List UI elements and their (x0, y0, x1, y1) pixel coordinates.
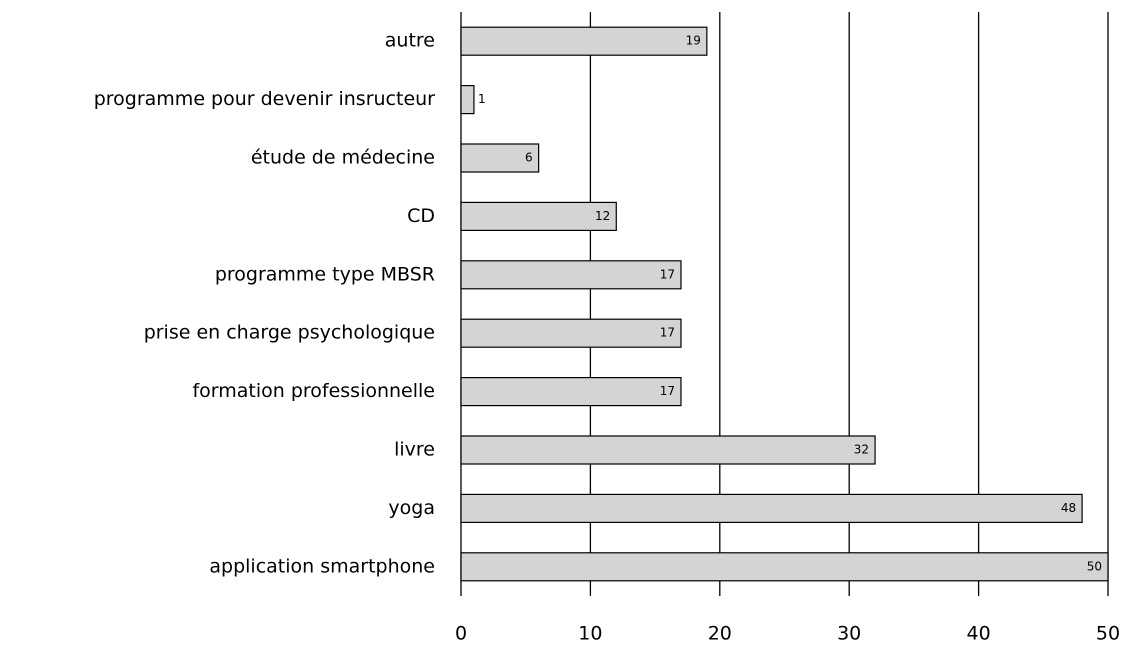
x-tick-label: 30 (837, 623, 861, 645)
y-tick-label: étude de médecine (251, 147, 435, 169)
y-tick-label: formation professionnelle (192, 380, 435, 402)
data-label: 17 (660, 267, 675, 281)
x-tick-label: 50 (1096, 623, 1120, 645)
bar (460, 318, 682, 348)
y-tick-label: programme pour devenir insructeur (94, 88, 435, 110)
bar (460, 143, 540, 173)
data-label: 48 (1061, 501, 1076, 515)
data-label: 17 (660, 326, 675, 340)
data-label: 19 (686, 34, 701, 48)
y-tick-label: CD (407, 205, 435, 227)
data-label: 32 (854, 443, 869, 457)
y-tick-label: application smartphone (209, 555, 435, 577)
data-label: 50 (1087, 559, 1102, 573)
y-tick-label: livre (394, 439, 435, 461)
bar (460, 377, 682, 407)
x-tick-label: 10 (578, 623, 602, 645)
x-tick-label: 0 (455, 623, 467, 645)
data-label: 6 (525, 151, 533, 165)
x-tick-label: 40 (967, 623, 991, 645)
data-label: 17 (660, 384, 675, 398)
y-tick-label: programme type MBSR (215, 263, 435, 285)
bar (460, 201, 617, 231)
x-tick-label: 20 (708, 623, 732, 645)
bar (460, 84, 475, 115)
bar (460, 26, 708, 56)
y-tick-label: prise en charge psychologique (144, 322, 435, 344)
bar (460, 260, 682, 290)
y-tick-label: yoga (388, 497, 435, 519)
bar (460, 493, 1083, 523)
data-label: 1 (478, 92, 486, 106)
bar (460, 435, 876, 465)
y-tick-label: autre (385, 30, 435, 52)
data-label: 12 (595, 209, 610, 223)
bar (460, 552, 1109, 582)
